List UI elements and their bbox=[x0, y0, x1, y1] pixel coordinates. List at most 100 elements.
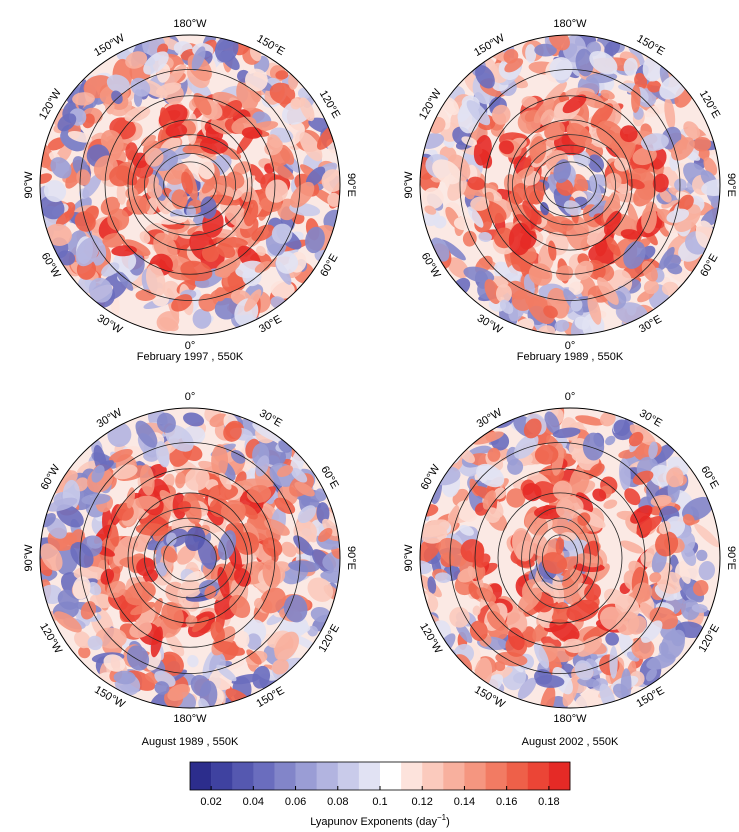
field-blob bbox=[56, 504, 84, 528]
field-blob bbox=[290, 467, 308, 483]
field-blob bbox=[666, 467, 684, 488]
field-blob bbox=[154, 681, 170, 695]
longitude-label: 0° bbox=[565, 391, 576, 403]
field-blob bbox=[111, 90, 123, 105]
contour bbox=[153, 153, 227, 217]
field-blob bbox=[696, 549, 708, 562]
field-blob bbox=[87, 635, 103, 651]
field-blob bbox=[297, 505, 317, 524]
field-blob bbox=[81, 493, 111, 505]
field-blob bbox=[113, 670, 136, 685]
field-blob bbox=[438, 537, 468, 567]
field-blob bbox=[692, 137, 712, 152]
field-blob bbox=[517, 587, 542, 613]
field-blob bbox=[175, 472, 186, 489]
field-blob bbox=[467, 206, 484, 228]
field-blob bbox=[694, 523, 720, 548]
field-blob bbox=[575, 693, 594, 708]
field-blob bbox=[191, 46, 206, 71]
field-blob bbox=[682, 513, 695, 526]
contour bbox=[104, 95, 276, 275]
field-blob bbox=[187, 654, 199, 668]
field-blob bbox=[630, 505, 653, 524]
field-blob bbox=[274, 631, 300, 662]
longitude-label: 0° bbox=[185, 340, 196, 352]
field-blob bbox=[631, 637, 655, 660]
field-blob bbox=[143, 51, 169, 75]
field-blob bbox=[231, 449, 246, 464]
field-blob bbox=[211, 444, 229, 478]
field-blob bbox=[321, 169, 340, 192]
field-blob bbox=[245, 68, 268, 92]
colorbar-band bbox=[485, 762, 507, 790]
field-blob bbox=[305, 166, 326, 187]
field-blob bbox=[678, 194, 694, 211]
field-blob bbox=[214, 35, 239, 63]
field-blob bbox=[554, 319, 570, 332]
field-blob bbox=[275, 70, 289, 80]
field-blob bbox=[529, 190, 544, 205]
field-blob bbox=[589, 176, 602, 202]
map-border bbox=[39, 407, 341, 709]
field-blob bbox=[290, 181, 315, 208]
field-blob bbox=[534, 43, 557, 57]
field-blob bbox=[427, 576, 437, 594]
field-blob bbox=[655, 531, 679, 557]
field-blob bbox=[229, 594, 251, 618]
field-blob bbox=[126, 487, 135, 509]
field-blob bbox=[640, 620, 663, 643]
field-blob bbox=[475, 65, 495, 89]
field-blob bbox=[623, 57, 638, 76]
contour bbox=[79, 69, 301, 301]
field-blob bbox=[74, 631, 91, 649]
field-blob bbox=[484, 507, 501, 523]
field-blob bbox=[574, 316, 590, 330]
field-blob bbox=[613, 683, 629, 699]
field-blob bbox=[331, 546, 340, 559]
field-blob bbox=[184, 467, 210, 491]
longitude-label: 90°E bbox=[345, 546, 357, 570]
field-blob bbox=[553, 159, 571, 184]
field-blob bbox=[507, 458, 524, 475]
contour bbox=[143, 144, 236, 226]
field-blob bbox=[603, 210, 622, 236]
field-blob bbox=[494, 661, 506, 672]
field-blob bbox=[45, 223, 72, 246]
field-blob bbox=[619, 125, 638, 143]
field-blob bbox=[223, 422, 242, 442]
colorbar-tick-label: 0.04 bbox=[243, 796, 264, 808]
field-blob bbox=[623, 241, 646, 269]
field-blob bbox=[277, 465, 293, 477]
field-blob bbox=[552, 427, 581, 439]
contour bbox=[521, 507, 599, 609]
field-blob bbox=[103, 654, 126, 672]
field-blob bbox=[460, 539, 485, 563]
field-blob bbox=[520, 230, 537, 250]
field-blob bbox=[420, 518, 422, 531]
field-blob bbox=[130, 601, 156, 616]
contour bbox=[542, 534, 579, 582]
contour bbox=[104, 468, 276, 648]
field-blob bbox=[204, 585, 217, 600]
colorbar-tick-label: 0.06 bbox=[285, 796, 306, 808]
field-blob bbox=[262, 559, 281, 589]
field-blob bbox=[577, 636, 603, 657]
field-blob bbox=[522, 483, 542, 502]
label-end: ) bbox=[446, 816, 450, 828]
contour bbox=[512, 134, 629, 236]
field-blob bbox=[293, 535, 314, 556]
field-blob bbox=[645, 668, 657, 682]
field-blob bbox=[272, 658, 289, 675]
field-blob bbox=[491, 104, 511, 125]
contour bbox=[127, 119, 253, 251]
contour bbox=[533, 153, 607, 217]
colorbar-tick-label: 0.14 bbox=[454, 796, 475, 808]
field-blob bbox=[569, 465, 590, 498]
longitude-label: 0° bbox=[565, 340, 576, 352]
longitude-label: 90°W bbox=[23, 171, 35, 199]
field-blob bbox=[674, 178, 687, 192]
field-blob bbox=[671, 629, 686, 647]
field-blob bbox=[533, 98, 555, 124]
field-blob bbox=[112, 464, 138, 480]
field-blob bbox=[555, 536, 565, 555]
